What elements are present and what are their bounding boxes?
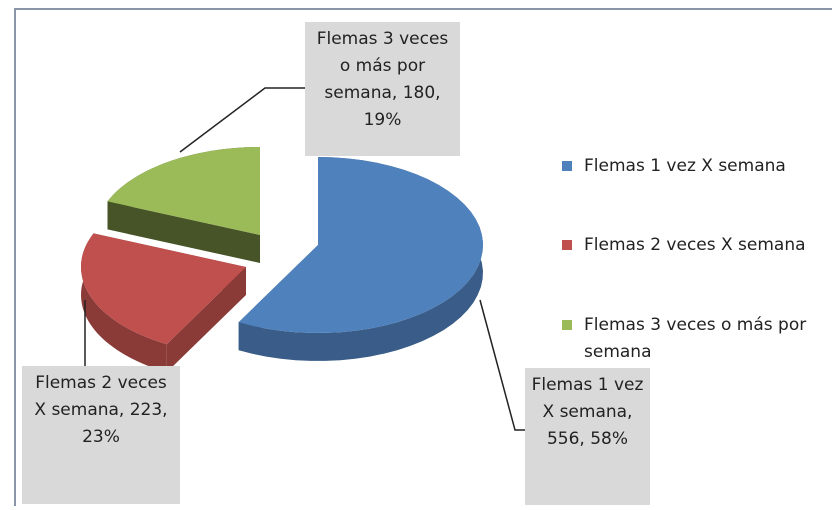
slice-side — [81, 233, 167, 373]
pie-slice — [81, 233, 246, 373]
data-label: Flemas 3 veces o más por semana, 180, 19… — [305, 22, 460, 156]
slice-cut-face — [166, 267, 246, 373]
legend-label: Flemas 2 veces X semana — [584, 235, 806, 255]
slice-top — [107, 147, 260, 235]
leader-line — [479, 299, 528, 431]
slice-side — [238, 157, 483, 361]
slice-top — [81, 233, 246, 345]
legend-entry: Flemas 1 vez X semana — [562, 153, 827, 180]
slice-top — [238, 157, 483, 333]
leader-line — [179, 87, 305, 153]
legend-swatch — [562, 320, 572, 330]
data-label: Flemas 1 vez X semana, 556, 58% — [525, 368, 650, 505]
legend-entry: Flemas 3 veces o más por semana — [562, 312, 827, 366]
chart-frame — [14, 8, 832, 506]
legend-swatch — [562, 240, 572, 250]
legend-label: Flemas 1 vez X semana — [584, 156, 786, 176]
pie-slice — [107, 147, 260, 263]
slice-cut-face — [107, 201, 260, 263]
legend-entry: Flemas 2 veces X semana — [562, 232, 827, 259]
legend-swatch — [562, 161, 572, 171]
data-label: Flemas 2 veces X semana, 223, 23% — [22, 366, 180, 504]
pie-slice — [238, 157, 483, 361]
legend-label: Flemas 3 veces o más por semana — [584, 315, 807, 362]
